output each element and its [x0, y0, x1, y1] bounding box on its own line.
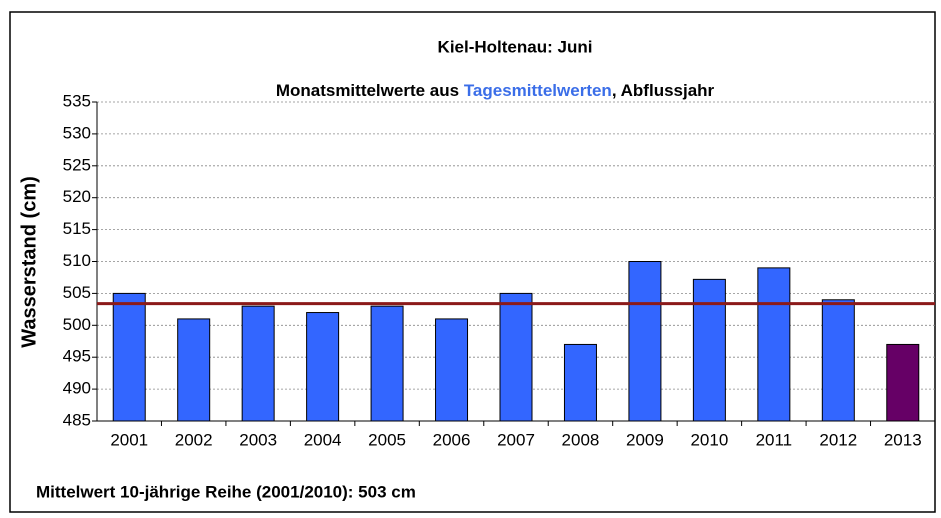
chart-title: Kiel-Holtenau: Juni	[438, 37, 593, 56]
subtitle-part: Monatsmittelwerte aus	[276, 81, 464, 100]
bar	[370, 305, 404, 422]
bar	[563, 343, 597, 422]
x-tick-label: 2004	[304, 430, 342, 449]
subtitle-part: , Abflussjahr	[612, 81, 715, 100]
x-tick-label: 2001	[110, 430, 148, 449]
bar	[499, 292, 533, 422]
bar	[306, 312, 340, 422]
bar	[241, 305, 275, 422]
x-tick-label: 2012	[819, 430, 857, 449]
bar	[112, 292, 146, 422]
y-tick-label: 495	[63, 347, 91, 366]
x-tick-label: 2013	[884, 430, 922, 449]
y-tick-label: 510	[63, 251, 91, 270]
bar	[628, 261, 662, 422]
x-tick-label: 2011	[756, 430, 793, 449]
y-tick-label: 530	[63, 123, 91, 142]
x-tick-label: 2008	[562, 430, 600, 449]
x-tick-label: 2005	[368, 430, 406, 449]
y-tick-label: 505	[63, 283, 91, 302]
footnote: Mittelwert 10-jährige Reihe (2001/2010):…	[36, 482, 416, 501]
x-tick-label: 2002	[175, 430, 213, 449]
x-tick-label: 2003	[239, 430, 277, 449]
bar	[821, 299, 855, 422]
y-tick-label: 490	[63, 379, 91, 398]
x-tick-label: 2006	[433, 430, 471, 449]
bar	[177, 318, 211, 422]
bar	[757, 267, 791, 422]
y-tick-label: 500	[63, 315, 91, 334]
y-tick-label: 525	[63, 155, 91, 174]
x-tick-label: 2009	[626, 430, 664, 449]
subtitle-part: Tagesmittelwerten	[464, 81, 612, 100]
y-tick-label: 515	[63, 219, 91, 238]
x-tick-label: 2007	[497, 430, 535, 449]
y-tick-label: 520	[63, 187, 91, 206]
bar	[435, 318, 469, 422]
x-tick-label: 2010	[690, 430, 728, 449]
chart-frame	[9, 11, 936, 513]
bar	[692, 278, 726, 422]
y-tick-label: 535	[63, 91, 91, 110]
y-axis-label: Wasserstand (cm)	[18, 176, 40, 348]
chart-subtitle: Monatsmittelwerte aus Tagesmittelwerten,…	[276, 81, 715, 100]
y-tick-label: 485	[63, 410, 91, 429]
bar	[886, 343, 920, 422]
